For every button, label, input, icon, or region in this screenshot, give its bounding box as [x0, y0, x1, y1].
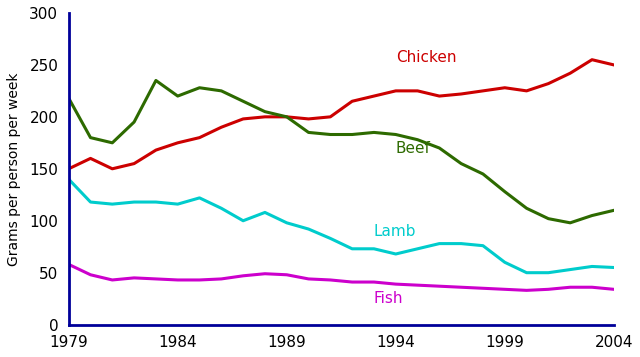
Text: Lamb: Lamb: [374, 225, 417, 240]
Text: Beef: Beef: [396, 141, 431, 156]
Text: Fish: Fish: [374, 291, 403, 306]
Text: Chicken: Chicken: [396, 50, 456, 65]
Y-axis label: Grams per person per week: Grams per person per week: [7, 72, 21, 266]
